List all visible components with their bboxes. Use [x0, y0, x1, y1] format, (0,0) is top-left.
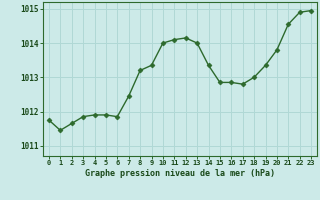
X-axis label: Graphe pression niveau de la mer (hPa): Graphe pression niveau de la mer (hPa) [85, 169, 275, 178]
